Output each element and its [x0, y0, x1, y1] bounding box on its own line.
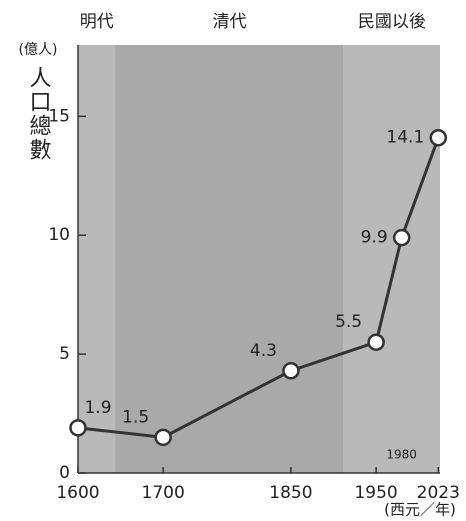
y-unit: (億人) [19, 42, 58, 58]
x-tick-label: 1600 [56, 483, 99, 503]
data-label: 14.1 [386, 128, 424, 148]
era-label: 民國以後 [358, 12, 426, 32]
data-label: 4.3 [250, 341, 277, 361]
x-unit: (西元／年) [384, 501, 456, 519]
data-point [154, 428, 172, 447]
y-tick-label: 5 [59, 344, 70, 364]
data-label: 9.9 [361, 228, 388, 248]
data-label: 5.5 [335, 312, 362, 332]
era-label: 明代 [80, 12, 114, 32]
data-point [392, 228, 411, 247]
era-band [343, 45, 440, 473]
data-point [282, 362, 300, 380]
data-label: 1.5 [122, 407, 149, 427]
era-band [115, 45, 344, 473]
y-tick-label: 10 [48, 225, 70, 245]
series-line [77, 137, 440, 439]
data-point [367, 333, 385, 351]
y-tick-label: 15 [48, 106, 70, 126]
x-tick-label: 1850 [269, 483, 312, 503]
data-point [69, 419, 87, 437]
x-tick-label: 1700 [142, 483, 185, 503]
era-label: 清代 [213, 12, 247, 32]
marked-x-label: 1980 [386, 448, 417, 462]
y-axis-title: 人口總數 [26, 66, 52, 162]
data-point [429, 128, 448, 147]
y-tick-label: 0 [59, 463, 70, 483]
data-label: 1.9 [84, 398, 111, 418]
x-tick-label: 1950 [354, 483, 397, 503]
x-tick-label: 2023 [417, 483, 460, 503]
